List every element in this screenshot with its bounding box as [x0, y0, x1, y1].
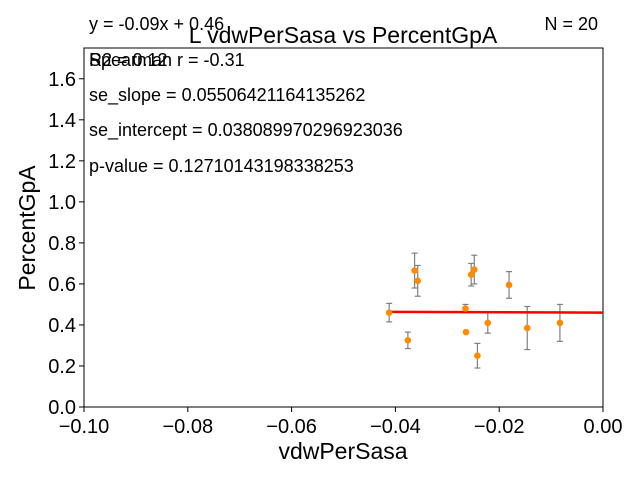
x-tick-label: −0.04 — [370, 416, 421, 438]
data-point — [523, 324, 531, 332]
x-tick-label: −0.10 — [59, 416, 110, 438]
plot-frame — [83, 47, 604, 408]
regression-line — [389, 310, 604, 314]
annotation-spearman: Spearman r = -0.31 — [89, 50, 245, 70]
y-tick-label: 1.0 — [48, 192, 76, 214]
y-tick-label: 1.2 — [48, 151, 76, 173]
data-point — [505, 281, 513, 289]
chart-title: L vdwPerSasa vs PercentGpA — [189, 22, 498, 48]
y-tick-label: 0.2 — [48, 356, 76, 378]
y-tick-label: 1.4 — [48, 110, 76, 132]
y-axis-ticks: 0.0 0.2 0.4 0.6 0.8 1.0 1.2 1.4 1.6 — [48, 69, 84, 419]
point-group — [385, 266, 564, 360]
data-point — [484, 319, 492, 327]
data-point — [385, 309, 393, 316]
y-tick-label: 0.6 — [48, 274, 76, 296]
annotation-equation: y = -0.09x + 0.46 — [89, 14, 224, 34]
data-point — [462, 328, 470, 336]
annotation-r2: R2 = 0.12 — [89, 50, 168, 70]
x-axis-ticks: −0.10 −0.08 −0.06 −0.04 −0.02 0.00 — [59, 407, 623, 438]
annotation-p-value: p-value = 0.12710143198338253 — [89, 156, 354, 176]
y-tick-label: 0.0 — [48, 397, 76, 419]
y-axis-label: PercentGpA — [14, 165, 40, 291]
data-point — [411, 267, 418, 274]
annotation-se-intercept: se_intercept = 0.038089970296923036 — [89, 120, 403, 141]
x-tick-label: 0.00 — [584, 416, 623, 438]
data-point — [467, 271, 475, 278]
data-point — [404, 337, 412, 344]
y-tick-label: 0.4 — [48, 315, 76, 337]
annotation-n: N = 20 — [544, 14, 598, 34]
x-tick-label: −0.02 — [474, 416, 525, 438]
annotation-se-slope: se_slope = 0.05506421164135262 — [89, 85, 365, 106]
x-tick-label: −0.08 — [162, 416, 213, 438]
data-point — [462, 305, 469, 312]
x-axis-label: vdwPerSasa — [278, 438, 407, 464]
plot-area — [83, 47, 604, 408]
x-tick-label: −0.06 — [266, 416, 317, 438]
data-point — [414, 277, 422, 285]
data-point — [556, 319, 564, 327]
y-tick-label: 0.8 — [48, 233, 76, 255]
data-point — [470, 266, 478, 273]
fit-line-group — [389, 310, 604, 314]
y-tick-label: 1.6 — [48, 69, 76, 91]
data-point — [474, 352, 481, 360]
